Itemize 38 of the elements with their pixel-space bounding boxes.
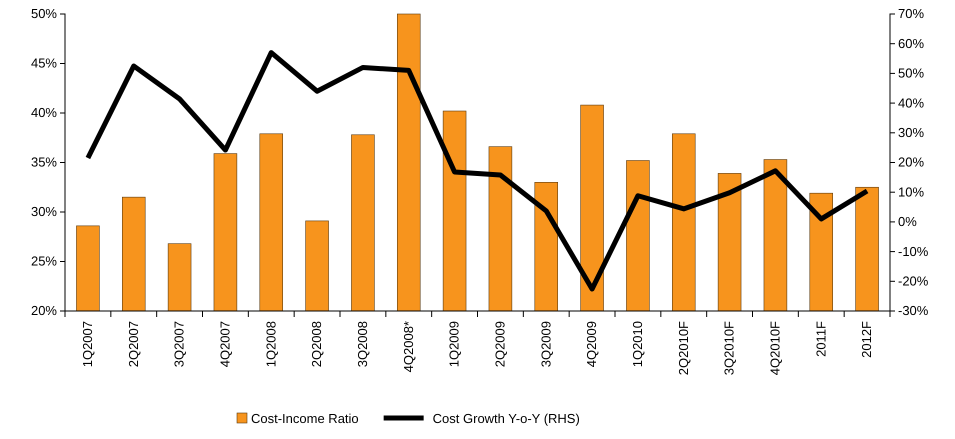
y-tick-label: 35% [30,154,58,170]
x-tick-label: 4Q2008* [400,321,416,372]
x-tick-label: 3Q2007 [172,321,187,368]
y2-tick-label: 70% [898,6,924,22]
y-tick-label: 20% [30,303,58,318]
x-tick-label: 2Q2008 [309,321,324,368]
y-tick-label: 40% [30,105,58,120]
y2-tick-label: 40% [898,95,924,110]
x-tick-label: 3Q2009 [538,321,554,368]
y-tick-label: 25% [30,254,58,269]
y-tick-label: 30% [30,204,58,220]
x-tick-label: 2Q2010F [676,320,691,376]
x-tick-label: 2012F [859,320,874,358]
y-tick-label: 45% [30,56,58,71]
x-tick-label: 2Q2007 [126,321,141,368]
y2-tick-label: -30% [898,303,929,318]
x-tick-label: 1Q2010 [630,321,645,368]
x-tick-label: 1Q2008 [263,321,278,368]
y2-tick-label: 30% [898,124,924,140]
legend-label: Cost-Income Ratio [251,411,359,426]
x-tick-label: 4Q2007 [217,321,232,368]
x-tick-label: 3Q2010F [722,320,737,376]
x-tick-label: 1Q2007 [80,321,95,368]
y2-tick-label: 10% [898,184,924,200]
x-tick-label: 1Q2009 [446,321,462,368]
y2-tick-label: 50% [898,66,924,81]
y2-tick-label: 20% [898,154,924,170]
x-tick-label: 4Q2009 [584,321,600,368]
x-tick-label: 2Q2009 [492,321,508,368]
x-tick-label: 2011F [813,320,828,357]
x-tick-label: 3Q2008 [354,321,370,368]
y-tick-label: 50% [30,6,58,22]
y2-tick-label: -10% [898,244,929,259]
x-tick-label: 4Q2010F [767,320,782,376]
y2-tick-label: -20% [898,273,929,288]
legend-label: Cost Growth Y-o-Y (RHS) [432,411,580,426]
y2-tick-label: 0% [898,214,918,230]
y2-tick-label: 60% [898,36,924,51]
